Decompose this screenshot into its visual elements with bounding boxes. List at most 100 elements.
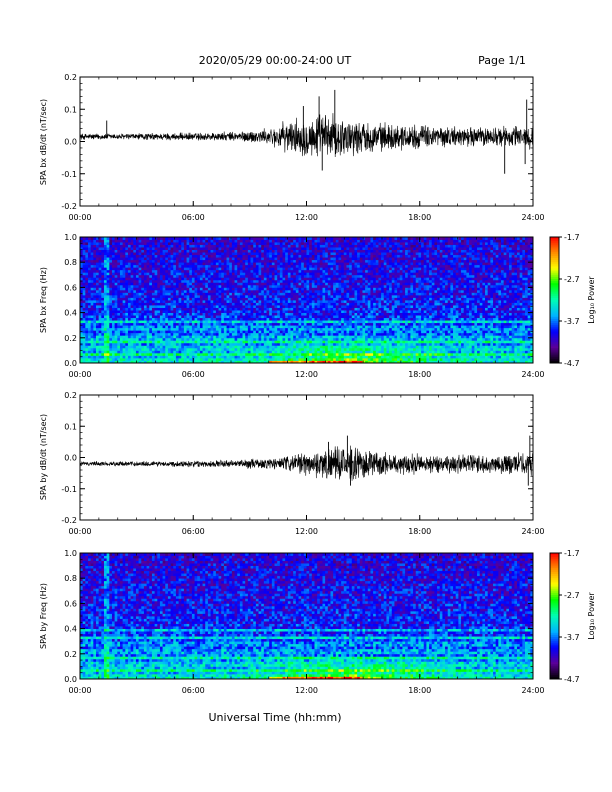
spectrogram-cell [149, 249, 153, 253]
spectrogram-cell [247, 315, 251, 319]
spectrogram-cell [197, 252, 201, 256]
spectrogram-cell [143, 244, 148, 248]
spectrogram-cell [279, 315, 283, 319]
spectrogram-cell [279, 340, 283, 344]
spectrogram-cell [314, 360, 318, 364]
spectrogram-cell [133, 307, 137, 311]
spectrogram-cell [82, 242, 86, 245]
spectrogram-cell [327, 347, 331, 351]
spectrogram-cell [154, 239, 158, 243]
spectrogram-cell [117, 267, 121, 271]
spectrogram-cell [133, 315, 137, 319]
spectrogram-cell [82, 300, 86, 303]
spectrogram-cell [253, 249, 257, 253]
spectrogram-cell [103, 239, 108, 243]
spectrogram-cell [218, 345, 222, 349]
spectrogram-cell [314, 269, 318, 273]
spectrogram-cell [130, 302, 134, 306]
spectrogram-cell [173, 249, 177, 253]
spectrogram-cell [191, 347, 195, 351]
spectrogram-cell [250, 350, 254, 354]
spectrogram-cell [90, 274, 94, 278]
spectrogram-cell [258, 247, 262, 250]
spectrogram-cell [253, 274, 257, 278]
spectrogram-cell [287, 289, 291, 293]
spectrogram-cell [130, 264, 134, 268]
spectrogram-cell [229, 272, 233, 276]
spectrogram-cell [229, 264, 233, 268]
spectrogram-cell [229, 307, 233, 311]
spectrogram-cell [338, 262, 342, 266]
spectrogram-cell [146, 347, 150, 351]
spectrogram-cell [197, 244, 201, 248]
spectrogram-cell [298, 335, 302, 339]
spectrogram-cell [218, 252, 222, 256]
spectrogram-cell [143, 237, 148, 240]
spectrogram-cell [333, 274, 337, 278]
spectrogram-cell [247, 247, 251, 250]
spectrogram-cell [117, 244, 121, 248]
spectrogram-cell [301, 337, 305, 341]
spectrogram-cell [261, 310, 265, 313]
spectrogram-cell [221, 347, 225, 351]
spectrogram-cell [149, 252, 153, 256]
spectrogram-cell [95, 347, 100, 351]
spectrogram-cell [130, 327, 134, 331]
spectrogram-cell [317, 330, 321, 334]
spectrogram-cell [186, 305, 190, 308]
spectrogram-cell [293, 310, 297, 313]
spectrogram-cell [226, 244, 230, 248]
spectrogram-cell [85, 340, 89, 344]
spectrogram-cell [199, 330, 203, 334]
spectrogram-cell [285, 252, 289, 256]
spectrogram-cell [154, 322, 158, 326]
spectrogram-cell [226, 259, 230, 263]
spectrogram-cell [218, 297, 222, 301]
spectrogram-cell [93, 340, 97, 344]
spectrogram-cell [205, 292, 209, 296]
spectrogram-cell [127, 297, 132, 301]
spectrogram-cell [138, 320, 142, 324]
spectrogram-cell [319, 262, 323, 266]
spectrogram-cell [125, 254, 129, 258]
spectrogram-cell [279, 347, 283, 351]
spectrogram-cell [237, 249, 241, 253]
spectrogram-cell [117, 264, 121, 268]
spectrogram-cell [117, 247, 121, 250]
spectrogram-cell [309, 320, 313, 324]
spectrogram-cell [194, 252, 198, 256]
spectrogram-cell [199, 269, 203, 273]
spectrogram-cell [221, 287, 225, 291]
spectrogram-cell [165, 282, 169, 286]
spectrogram-cell [333, 279, 337, 283]
spectrogram-cell [293, 244, 297, 248]
spectrogram-cell [114, 355, 118, 359]
spectrogram-cell [213, 307, 217, 311]
spectrogram-cell [226, 330, 230, 334]
spectrogram-cell [95, 325, 100, 329]
spectrogram-cell [234, 244, 238, 248]
spectrogram-cell [101, 340, 105, 344]
spectrogram-cell [194, 237, 198, 240]
spectrogram-cell [242, 302, 246, 306]
spectrogram-cell [149, 237, 153, 240]
spectrogram-cell [197, 305, 201, 308]
spectrogram-cell [127, 357, 132, 361]
spectrogram-cell [274, 312, 278, 316]
spectrogram-cell [306, 350, 310, 354]
spectrogram-cell [258, 300, 262, 303]
spectrogram-cell [106, 297, 110, 301]
spectrogram-cell [298, 279, 302, 283]
spectrogram-cell [319, 355, 323, 359]
spectrogram-cell [253, 347, 257, 351]
spectrogram-cell [114, 249, 118, 253]
spectrogram-cell [181, 350, 185, 354]
spectrogram-cell [165, 307, 169, 311]
spectrogram-cell [266, 322, 270, 326]
spectrogram-cell [138, 279, 142, 283]
spectrogram-cell [221, 292, 225, 296]
spectrogram-cell [333, 239, 337, 243]
spectrogram-cell [199, 327, 203, 331]
spectrogram-cell [330, 332, 334, 336]
spectrogram-cell [341, 249, 345, 253]
